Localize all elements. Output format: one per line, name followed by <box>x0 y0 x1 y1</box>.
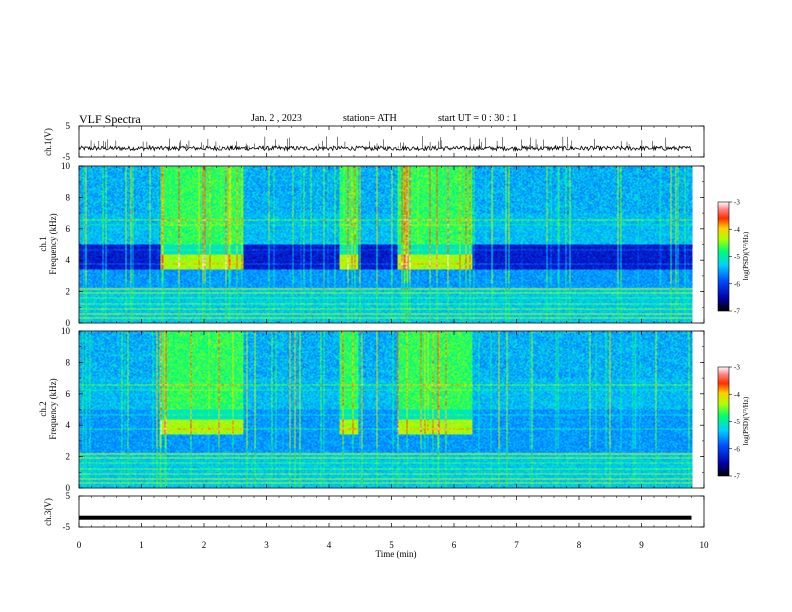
ch2-spectrogram-ylabel: Frequency (kHz) <box>48 378 58 439</box>
ch1-waveform-spikes <box>79 136 666 149</box>
colorbar-tick-label: -6 <box>734 445 740 453</box>
start-time-label: start UT = 0 : 30 : 1 <box>438 113 518 124</box>
x-tick-label: 2 <box>202 540 207 550</box>
colorbar-tick-label: -3 <box>734 364 740 372</box>
y-tick-label: -5 <box>63 152 71 162</box>
x-tick-label: 1 <box>139 540 144 550</box>
ch1-colorbar-label: log(PSD)(V²/Hz) <box>742 231 750 280</box>
x-tick-label: 6 <box>452 540 457 550</box>
y-tick-label: 8 <box>66 192 71 202</box>
x-tick-label: 10 <box>700 540 710 550</box>
figure-title: VLF Spectra <box>79 112 141 126</box>
ch1-colorbar <box>717 201 730 312</box>
colorbar-tick-label: -5 <box>734 253 740 261</box>
ch1-spectrogram-ylabel: Frequency (kHz) <box>48 213 58 274</box>
colorbar-tick-label: -4 <box>734 391 740 399</box>
colorbar-tick-label: -5 <box>734 418 740 426</box>
ch2-spectrogram-image <box>79 331 693 488</box>
colorbar-tick-label: -3 <box>734 199 740 207</box>
ch1-waveform-ylabel: ch.1(V) <box>43 128 53 156</box>
colorbar-tick-label: -7 <box>734 308 740 316</box>
ch2-colorbar-label: log(PSD)(V²/Hz) <box>742 396 750 445</box>
x-tick-label: 3 <box>264 540 269 550</box>
date-label: Jan. 2 , 2023 <box>251 113 302 124</box>
colorbar-tick-label: -4 <box>734 226 740 234</box>
y-tick-label: 10 <box>61 161 71 171</box>
y-tick-label: 8 <box>66 357 71 367</box>
y-tick-label: 0 <box>66 483 71 493</box>
x-tick-label: 4 <box>327 540 332 550</box>
x-tick-label: 7 <box>514 540 519 550</box>
x-axis-label: Time (min) <box>376 549 417 559</box>
y-tick-label: 6 <box>66 389 71 399</box>
y-tick-label: 2 <box>66 452 71 462</box>
y-tick-label: 5 <box>66 491 71 501</box>
ch1-spectrogram-ylabel-channel: ch.1 <box>38 236 48 251</box>
ch3-waveform-panel <box>78 495 705 528</box>
x-tick-label: 8 <box>577 540 582 550</box>
ch3-waveform-ylabel: ch.3(V) <box>43 498 53 526</box>
y-tick-label: 0 <box>66 318 71 328</box>
y-tick-label: 10 <box>61 326 71 336</box>
colorbar-tick-label: -7 <box>734 473 740 481</box>
x-tick-label: 0 <box>77 540 82 550</box>
x-tick-label: 5 <box>389 540 394 550</box>
ch1-waveform-trace <box>78 144 692 152</box>
ch1-spectrogram-image <box>79 166 693 323</box>
y-tick-label: -5 <box>63 522 71 532</box>
y-tick-label: 6 <box>66 224 71 234</box>
ch3-waveform-trace <box>79 515 692 520</box>
x-tick-label: 9 <box>639 540 644 550</box>
y-tick-label: 5 <box>66 121 71 131</box>
y-tick-label: 2 <box>66 287 71 297</box>
y-tick-label: 4 <box>66 255 71 265</box>
colorbar-tick-label: -6 <box>734 280 740 288</box>
station-label: station= ATH <box>343 113 397 124</box>
y-tick-label: 4 <box>66 420 71 430</box>
ch1-waveform-panel <box>78 125 705 158</box>
colorbar-ticks: -3 -4 -5 -6 -7 -3 -4 -5 -6 -7 <box>729 199 740 481</box>
ch2-spectrogram-ylabel-channel: ch.2 <box>38 401 48 416</box>
ch2-colorbar <box>717 366 730 477</box>
